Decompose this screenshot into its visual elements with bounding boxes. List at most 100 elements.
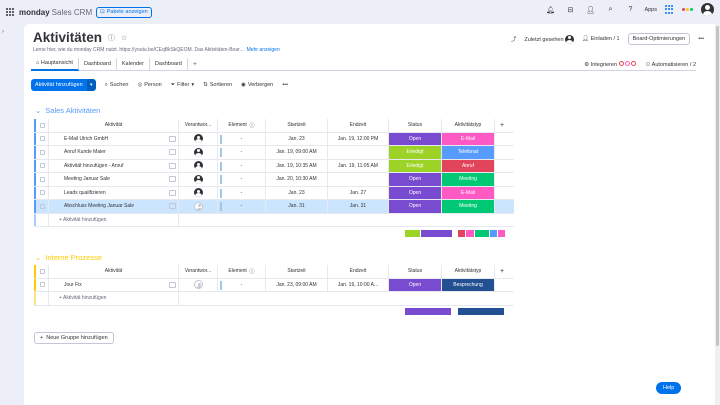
status-summary-bar[interactable]	[402, 306, 455, 318]
type-cell[interactable]: E-Mail	[442, 186, 495, 199]
status-cell[interactable]: Open	[389, 278, 442, 291]
type-summary-bar[interactable]	[455, 306, 508, 318]
item-name-cell[interactable]: Jour Fix	[49, 278, 179, 291]
element-cell[interactable]: -	[218, 146, 266, 159]
type-badge[interactable]: Meeting	[442, 173, 494, 186]
add-item-input[interactable]: + Aktivität hinzufügen	[49, 292, 179, 305]
integrieren-button[interactable]: ⚙ Integrieren	[584, 61, 636, 68]
owner-cell[interactable]	[179, 132, 218, 145]
item-name-cell[interactable]: Meeting Januar Sale	[49, 173, 179, 186]
search-icon[interactable]: ⌕	[608, 5, 613, 13]
add-item-row[interactable]: + Aktivität hinzufügen	[34, 292, 514, 306]
item-name[interactable]: E-Mail Ulrich GmbH	[64, 135, 109, 142]
element-cell[interactable]: -	[218, 173, 266, 186]
type-cell[interactable]: Meeting	[442, 173, 495, 186]
owner-cell[interactable]	[179, 278, 218, 291]
chat-bubble-icon[interactable]	[169, 162, 176, 169]
help-icon[interactable]: ?	[628, 6, 633, 13]
chat-bubble-icon[interactable]	[169, 203, 176, 210]
item-name[interactable]: Aktivität hinzufügen - Anruf	[64, 162, 124, 169]
element-cell[interactable]: -	[218, 186, 266, 199]
add-item-input[interactable]: + Aktivität hinzufügen	[49, 213, 179, 226]
add-item-row[interactable]: + Aktivität hinzufügen	[34, 213, 514, 227]
chevron-down-icon[interactable]: ⌄	[35, 106, 42, 115]
group-name[interactable]: Interne Prozesse	[45, 253, 102, 262]
status-summary-bar[interactable]	[402, 227, 455, 239]
more-icon[interactable]: •••	[698, 36, 704, 42]
column-header-element[interactable]: Element ⓘ	[218, 119, 266, 132]
chat-bubble-icon[interactable]	[169, 135, 176, 142]
status-cell[interactable]: Open	[389, 132, 442, 145]
inbox-icon[interactable]: ⊟	[567, 6, 574, 14]
type-cell[interactable]: Besprechung	[442, 278, 495, 291]
item-name-cell[interactable]: Aktivität hinzufügen - Anruf	[49, 159, 179, 172]
element-cell[interactable]: -	[218, 200, 266, 213]
monday-logo[interactable]: monday	[19, 7, 50, 17]
owner-cell[interactable]	[179, 186, 218, 199]
start-cell[interactable]: Jan. 23	[266, 186, 328, 199]
item-name[interactable]: Leads qualifizieren	[64, 189, 106, 196]
person-filter-button[interactable]: ◎ Person	[137, 82, 161, 88]
item-name-cell[interactable]: Abschluss Meeting Januar Sale	[49, 200, 179, 213]
board-title[interactable]: Aktivitäten	[33, 30, 103, 45]
column-header-name[interactable]: Aktivität	[49, 265, 179, 278]
owner-cell[interactable]	[179, 173, 218, 186]
info-icon[interactable]: ⓘ	[249, 122, 255, 129]
start-cell[interactable]: Jan. 20, 10:30 AM	[266, 173, 328, 186]
table-row[interactable]: Meeting Januar Sale - Jan. 20, 10:30 AM Ope…	[34, 173, 514, 187]
column-header-end[interactable]: Endzeit	[328, 265, 389, 278]
row-checkbox[interactable]	[36, 200, 49, 213]
end-cell[interactable]: Jan. 19, 10:00 A...	[328, 278, 389, 291]
apps-label[interactable]: Apps	[644, 6, 657, 13]
chevron-down-icon[interactable]: ⌄	[35, 253, 42, 262]
avatar[interactable]	[193, 201, 203, 211]
end-cell[interactable]: Jan. 19, 11:05 AM	[328, 159, 389, 172]
item-name[interactable]: Meeting Januar Sale	[64, 176, 110, 183]
status-cell[interactable]: Erledigt	[389, 159, 442, 172]
type-badge[interactable]: Besprechung	[442, 278, 494, 291]
end-cell[interactable]: Jan. 31	[328, 200, 389, 213]
row-checkbox[interactable]	[36, 186, 49, 199]
add-column-button[interactable]: +	[499, 121, 505, 129]
column-header-start[interactable]: Startzeit	[266, 265, 328, 278]
new-item-label[interactable]: Aktivität hinzufügen	[31, 79, 87, 91]
start-cell[interactable]: Jan. 19, 09:00 AM	[266, 146, 328, 159]
add-view-button[interactable]: +	[192, 60, 197, 68]
chevron-down-icon[interactable]: ▾	[86, 79, 96, 91]
bell-icon[interactable]: 🔔︎	[546, 6, 555, 14]
avatar[interactable]	[193, 147, 203, 157]
column-header-status[interactable]: Status	[389, 119, 442, 132]
activity-icon[interactable]: ⤴	[510, 37, 517, 43]
status-badge[interactable]: Open	[389, 200, 441, 213]
column-header-status[interactable]: Status	[389, 265, 442, 278]
new-item-button[interactable]: Aktivität hinzufügen ▾	[31, 79, 96, 91]
avatar[interactable]	[193, 188, 203, 198]
status-badge[interactable]: Erledigt	[389, 146, 441, 159]
avatar[interactable]	[193, 161, 203, 171]
element-cell[interactable]: -	[218, 159, 266, 172]
row-checkbox[interactable]	[36, 132, 49, 145]
column-header-end[interactable]: Endzeit	[328, 119, 389, 132]
tab-kalender[interactable]: Kalender	[117, 57, 150, 71]
type-badge[interactable]: E-Mail	[442, 132, 494, 145]
group-title-sales[interactable]: ⌄ Sales Aktivitäten	[35, 106, 100, 115]
status-cell[interactable]: Open	[389, 173, 442, 186]
app-switcher-icon[interactable]	[6, 7, 15, 17]
row-checkbox[interactable]	[36, 278, 49, 291]
status-cell[interactable]: Open	[389, 186, 442, 199]
pakete-button[interactable]: ⊡ Pakete anzeigen	[96, 6, 152, 18]
select-all-checkbox[interactable]	[36, 119, 49, 132]
end-cell[interactable]	[328, 173, 389, 186]
column-header-owner[interactable]: Verantwor...	[179, 119, 218, 132]
sort-button[interactable]: ⇅ Sortieren	[203, 82, 232, 88]
type-cell[interactable]: Anruf	[442, 159, 495, 172]
table-row[interactable]: Anruf Kunde Maier - Jan. 19, 09:00 AM Erled…	[34, 146, 514, 160]
help-button[interactable]: Help	[656, 382, 682, 394]
expand-icon[interactable]: ›	[2, 29, 4, 35]
type-badge[interactable]: E-Mail	[442, 186, 494, 199]
owner-cell[interactable]	[179, 159, 218, 172]
owner-cell[interactable]	[179, 200, 218, 213]
star-icon[interactable]: ☆	[121, 34, 128, 42]
status-badge[interactable]: Open	[389, 186, 441, 199]
table-row[interactable]: E-Mail Ulrich GmbH - Jan. 23 Jan. 19, 12:00…	[34, 132, 514, 146]
